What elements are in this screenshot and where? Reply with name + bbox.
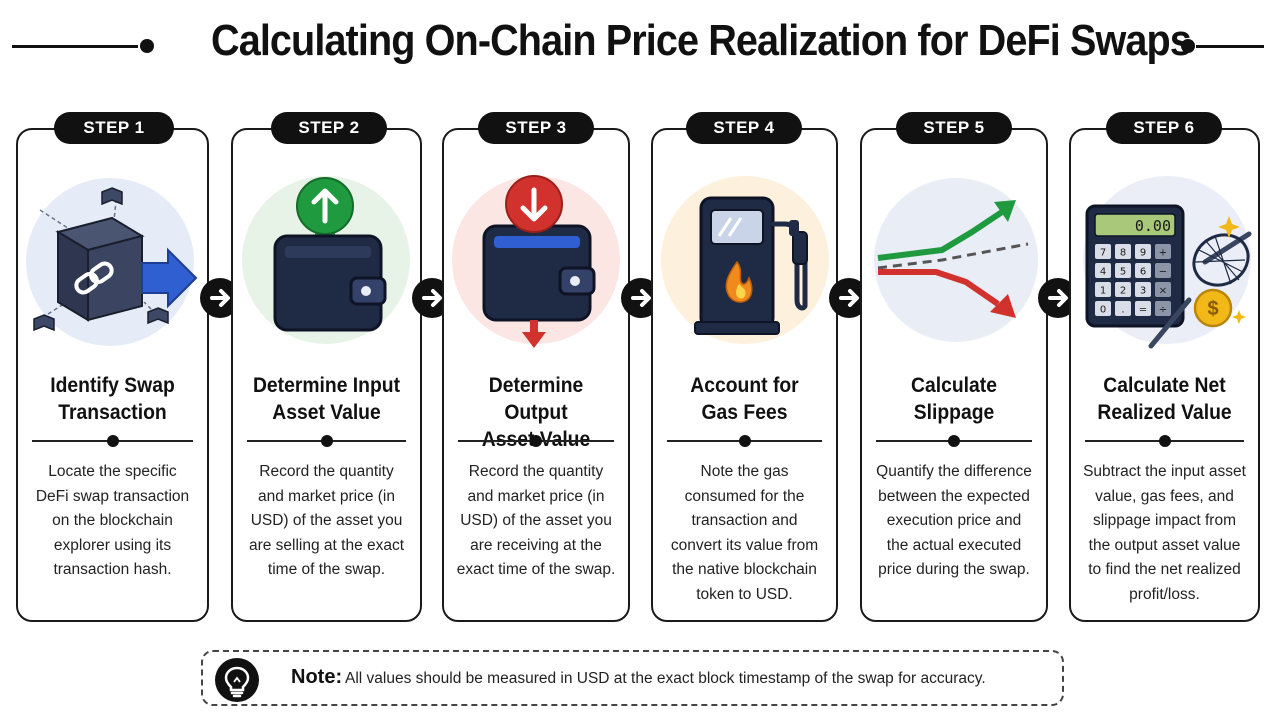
calculator-net-coin-icon: 0.00 7 8 9 +4 5 6 − 1 2 3 × 0. = ÷ $ (1085, 204, 1252, 349)
step-6-card: 0.00 7 8 9 +4 5 6 − 1 2 3 × 0. = ÷ $ Calculate Net Re… (1069, 128, 1260, 622)
calculator-key-label: 9 (1140, 248, 1146, 259)
calculator-key-label: 0 (1100, 305, 1106, 316)
calculator-key-label: . (1121, 305, 1124, 316)
step-6-title-line2: Realized Value (1097, 401, 1232, 424)
step-4-badge: STEP 4 (686, 112, 802, 144)
step-4-description: Note the gas consumed for the transactio… (670, 463, 819, 603)
step-4-card: Account for Gas Fees Note the gas consum… (651, 128, 838, 622)
calculator-key-label: 3 (1140, 286, 1146, 297)
step-5-illustration (862, 150, 1046, 370)
calculator-key (1155, 263, 1171, 278)
step-6-illustration: 0.00 7 8 9 +4 5 6 − 1 2 3 × 0. = ÷ $ (1071, 150, 1258, 370)
step-6-title: Calculate Net Realized Value (1086, 372, 1243, 426)
step-3-description: Record the quantity and market price (in… (456, 463, 616, 579)
step-3-divider-dot (530, 435, 542, 447)
step-2-badge: STEP 2 (271, 112, 387, 144)
calculator-key (1135, 244, 1151, 259)
note-label: Note: (291, 666, 343, 688)
calculator-key (1135, 301, 1151, 316)
calculator-key (1095, 282, 1111, 297)
step-4-title: Account for Gas Fees (668, 372, 822, 426)
step-1-title-line2: Transaction (58, 401, 167, 424)
step-6-divider-dot (1158, 435, 1171, 447)
calculator-key (1155, 301, 1171, 316)
step-2-divider-dot (320, 435, 333, 447)
step-3-illustration (444, 150, 628, 370)
step-2-description: Record the quantity and market price (in… (248, 463, 405, 579)
title-dot-left (140, 39, 154, 53)
step-5-title: Calculate Slippage (877, 372, 1032, 426)
step-5-card: Calculate Slippage Quantify the differen… (860, 128, 1048, 622)
calculator-key (1115, 263, 1131, 278)
step-6-title-line1: Calculate Net (1103, 374, 1226, 397)
step-5-title-line2: Slippage (913, 401, 995, 424)
step-2-title: Determine Input Asset Value (248, 372, 405, 426)
step-2-illustration (233, 150, 420, 370)
step-3-title-line1: Determine Output (488, 374, 584, 424)
calculator-keys: 7 8 9 +4 5 6 − 1 2 3 × 0. = ÷ (1095, 244, 1171, 316)
step-4-divider-dot (738, 435, 751, 447)
step-1-title: Identify Swap Transaction (33, 372, 192, 426)
header: Calculating On-Chain Price Realization f… (0, 0, 1280, 92)
wallet-up-arrow-icon (273, 177, 387, 332)
gas-pump-icon (694, 196, 808, 335)
calculator-key (1095, 244, 1111, 259)
calculator-key-label: 1 (1100, 286, 1106, 297)
step-1-illustration (18, 150, 207, 370)
calculator-key-label: ÷ (1159, 305, 1167, 316)
calculator-key (1115, 244, 1131, 259)
step-2-title-line1: Determine Input (252, 374, 401, 397)
calculator-key-label: 8 (1120, 248, 1126, 259)
slippage-trend-icon (877, 200, 1029, 318)
step-5-divider-dot (948, 435, 960, 447)
step-1-card: Identify Swap Transaction Locate the spe… (16, 128, 209, 622)
calculator-key (1115, 282, 1131, 297)
step-1-divider-dot (106, 435, 119, 447)
calculator-key (1115, 301, 1131, 316)
calculator-key (1095, 263, 1111, 278)
calculator-key-label: + (1159, 248, 1167, 259)
calculator-key-label: 7 (1100, 248, 1106, 259)
page-title: Calculating On-Chain Price Realization f… (211, 16, 1192, 65)
note-text: All values should be measured in USD at … (345, 670, 986, 687)
step-2-card: Determine Input Asset Value Record the q… (231, 128, 422, 622)
calculator-key-label: 5 (1120, 267, 1126, 278)
calculator-key-label: 2 (1120, 286, 1126, 297)
step-2-title-line2: Asset Value (272, 401, 381, 424)
step-6-description: Subtract the input asset value, gas fees… (1083, 463, 1246, 603)
step-4-illustration (653, 150, 836, 370)
calculator-key (1155, 244, 1171, 259)
step-4-title-line1: Account for (690, 374, 799, 397)
calculator-key-label: = (1139, 305, 1147, 316)
calculator-key-label: × (1159, 286, 1167, 297)
step-5-badge: STEP 5 (896, 112, 1012, 144)
calculator-key (1095, 301, 1111, 316)
calculator-key-label: 6 (1140, 267, 1146, 278)
calculator-key (1135, 263, 1151, 278)
coin-symbol: $ (1207, 298, 1218, 320)
calculator-key-label: − (1159, 267, 1167, 278)
calculator-key (1135, 282, 1151, 297)
calculator-display: 0.00 (1135, 217, 1171, 235)
step-5-title-line1: Calculate (911, 374, 997, 397)
blockchain-cube-link-icon (33, 187, 198, 332)
title-rule-left (12, 45, 138, 48)
title-rule-right (1196, 45, 1264, 48)
step-5-description: Quantify the difference between the expe… (876, 463, 1032, 579)
lightbulb-icon (215, 658, 259, 702)
calculator-key-label: 4 (1100, 267, 1106, 278)
wallet-down-arrow-icon (482, 175, 596, 348)
step-3-card: Determine Output Asset Value Record the … (442, 128, 630, 622)
step-1-badge: STEP 1 (54, 112, 174, 144)
calculator-key (1155, 282, 1171, 297)
step-1-description: Locate the specific DeFi swap transactio… (35, 463, 190, 579)
step-6-badge: STEP 6 (1106, 112, 1222, 144)
step-1-title-line1: Identify Swap (50, 374, 175, 397)
step-3-badge: STEP 3 (478, 112, 594, 144)
title-dot-right (1181, 39, 1195, 53)
step-4-title-line2: Gas Fees (701, 401, 788, 424)
note-box: Note: All values should be measured in U… (201, 650, 1064, 706)
